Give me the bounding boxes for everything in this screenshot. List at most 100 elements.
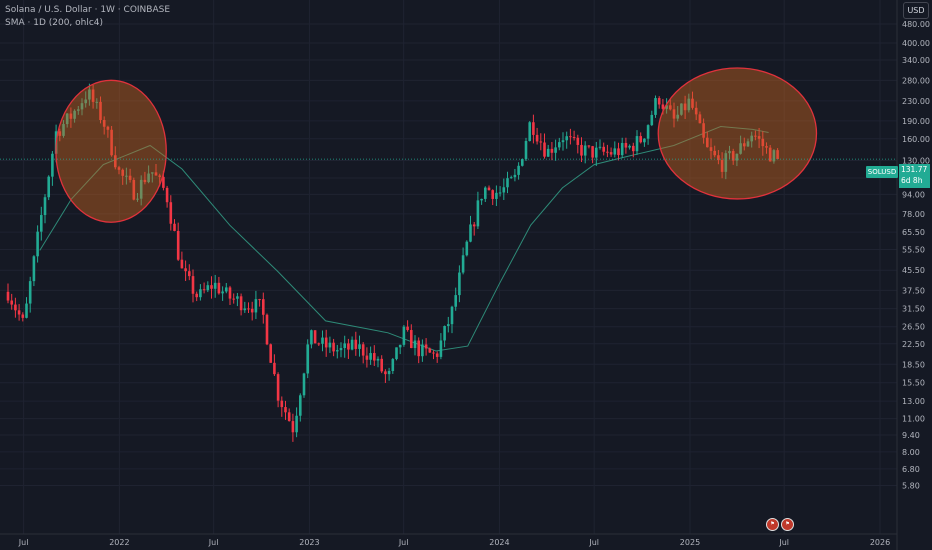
candle-body [88,89,91,100]
y-tick-label: 480.00 [902,20,930,29]
candle-body [269,344,272,363]
x-tick-label: 2026 [870,538,890,547]
candle-body [258,299,261,301]
candle-body [136,198,139,200]
candle-body [387,370,391,375]
candle-body [121,169,124,176]
candle-body [206,285,210,291]
y-tick-label: 18.50 [902,360,925,369]
candle-body [347,343,350,350]
y-tick-label: 78.00 [902,210,925,219]
candle-body [580,144,583,156]
candle-body [336,350,339,352]
flag-icon[interactable]: ⚑ [766,518,779,531]
candle-body [417,340,420,357]
y-tick-label: 160.00 [902,135,930,144]
candle-body [768,147,772,162]
candle-body [454,295,457,307]
candle-body [439,340,443,357]
candle-body [646,125,650,139]
candle-body [735,153,739,161]
currency-button[interactable]: USD [903,2,929,19]
x-tick-label: Jul [18,538,29,547]
y-tick-label: 22.50 [902,340,925,349]
symbol-title[interactable]: Solana / U.S. Dollar · 1W · COINBASE [5,5,171,15]
candle-body [428,348,432,353]
candle-body [99,101,102,121]
candle-body [262,299,265,315]
candle-body [350,339,354,350]
last-price-box: 131.77 6d 8h [899,164,930,188]
candle-body [717,155,720,161]
candle-body [154,172,158,176]
candle-body [202,289,206,291]
candle-body [343,343,346,349]
candle-body [724,153,728,172]
candle-body [450,306,454,325]
y-tick-label: 37.50 [902,286,925,295]
candle-body [117,167,121,170]
candle-body [624,142,628,148]
candle-body [395,347,398,360]
candle-body [424,344,428,349]
candle-body [143,179,147,183]
candle-body [151,172,154,174]
candle-body [435,353,439,357]
candle-body [761,138,765,147]
x-tick-label: Jul [208,538,219,547]
candle-body [546,148,550,157]
candle-body [188,271,191,277]
y-tick-label: 65.50 [902,228,925,237]
candle-body [765,146,768,148]
candle-body [358,344,361,349]
candle-body [509,177,513,179]
candle-body [465,241,469,256]
candle-body [772,150,776,162]
candle-body [528,122,531,142]
candle-body [77,109,80,111]
candle-body [217,282,221,294]
candle-body [743,143,746,147]
candle-body [632,145,635,152]
candle-body [32,256,36,282]
candle-body [36,231,39,257]
candle-body [28,281,32,304]
bar-countdown: 6d 8h [901,176,923,185]
indicator-title[interactable]: SMA · 1D (200, ohlc4) [5,18,104,28]
y-tick-label: 13.00 [902,397,925,406]
flag-icon[interactable]: ⚑ [781,518,794,531]
candle-body [754,135,757,137]
y-tick-label: 9.40 [902,431,920,440]
candle-body [491,190,494,199]
candle-body [284,407,287,413]
candle-body [402,326,406,345]
candle-body [125,175,128,177]
candle-body [69,113,73,119]
candle-body [47,176,50,198]
candle-body [484,187,487,199]
candle-body [410,330,413,349]
candle-body [447,324,450,327]
candle-body [328,342,332,348]
candle-body [702,123,705,138]
candle-body [102,120,106,127]
candle-body [254,299,258,313]
candle-body [265,314,269,345]
candle-body [91,89,95,102]
candle-body [554,147,557,153]
candle-body [458,272,461,296]
candle-body [302,373,306,396]
y-tick-label: 31.50 [902,305,925,314]
candle-body [461,255,465,273]
candle-body [595,147,598,158]
candle-body [669,105,672,110]
y-tick-label: 55.50 [902,245,925,254]
candle-body [221,291,224,294]
y-tick-label: 6.80 [902,465,920,474]
annotation-ellipse [55,79,167,223]
candle-body [354,339,358,349]
candle-body [158,175,161,177]
y-tick-label: 8.00 [902,448,920,457]
last-price-value: 131.77 [901,165,928,174]
